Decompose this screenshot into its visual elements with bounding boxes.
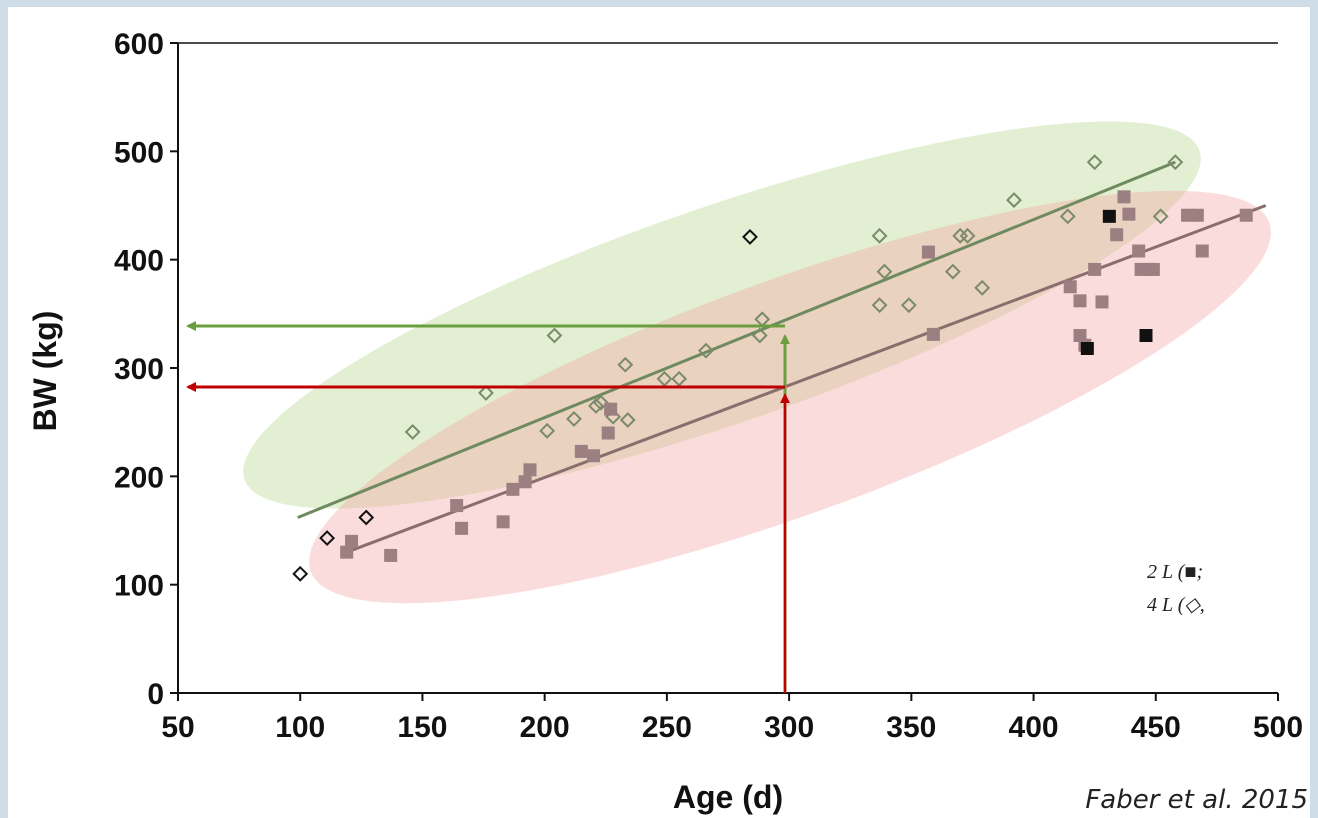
data-point-2l — [1080, 342, 1094, 355]
data-point-2l — [345, 534, 359, 548]
data-point-2l — [921, 245, 935, 259]
data-point-4l — [900, 297, 917, 314]
data-point-4l — [742, 229, 758, 245]
x-tick-label: 300 — [764, 711, 814, 744]
y-tick-label: 500 — [114, 136, 164, 169]
x-tick-label: 450 — [1131, 711, 1181, 744]
data-point-2l — [1139, 329, 1153, 342]
legend: 2 L (■; 4 L (◇, — [1147, 561, 1205, 616]
data-point-4l — [671, 370, 688, 387]
data-point-2l — [574, 444, 588, 458]
data-point-2l — [926, 327, 940, 341]
data-point-4l — [698, 342, 714, 359]
fit-line-4l — [297, 160, 1176, 519]
data-point-2l — [340, 545, 354, 559]
data-point-4l — [617, 356, 634, 373]
y-axis-title: BW (kg) — [27, 311, 63, 432]
data-point-2l — [1239, 208, 1253, 222]
data-point-2l — [1095, 295, 1109, 309]
data-point-4l — [1152, 208, 1169, 225]
x-tick-label: 200 — [520, 711, 570, 744]
data-point-2l — [384, 548, 398, 562]
legend-item-4l: 4 L (◇, — [1147, 594, 1205, 616]
regression-lines — [297, 160, 1267, 554]
data-point-2l — [1146, 262, 1160, 276]
data-point-4l — [319, 530, 336, 546]
data-point-4l — [292, 565, 309, 582]
data-point-4l — [959, 227, 976, 244]
data-point-2l — [587, 449, 601, 463]
data-point-4l — [974, 279, 991, 296]
legend-item-2l: 2 L (■; — [1147, 561, 1203, 583]
x-tick-label: 400 — [1009, 711, 1059, 744]
data-point-2l — [1132, 244, 1146, 258]
data-point-2l — [1073, 294, 1087, 308]
data-point-2l — [1181, 208, 1195, 222]
data-point-2l — [1190, 208, 1204, 222]
x-tick-label: 250 — [642, 711, 692, 744]
data-point-2l — [1122, 207, 1136, 221]
data-point-2l — [455, 521, 469, 535]
data-point-4l — [1167, 154, 1184, 171]
y-tick-label: 100 — [114, 570, 164, 603]
data-point-2l — [523, 463, 537, 477]
data-point-2l — [506, 482, 520, 496]
data-point-2l — [601, 426, 615, 440]
y-tick-label: 600 — [114, 28, 164, 61]
x-tick-label: 500 — [1253, 711, 1303, 744]
data-point-4l — [871, 297, 888, 314]
data-point-4l — [478, 385, 494, 401]
figure-panel — [8, 7, 1310, 818]
data-point-4l — [1006, 192, 1022, 208]
data-point-4l — [592, 394, 609, 411]
data-points — [292, 154, 1253, 582]
data-point-4l — [619, 412, 636, 428]
data-point-2l — [1195, 244, 1209, 258]
data-point-2l — [518, 475, 532, 489]
data-point-2l — [604, 402, 618, 416]
data-point-4l — [1086, 154, 1103, 171]
data-point-4l — [358, 509, 375, 526]
highlight-ellipses — [243, 121, 1271, 604]
x-tick-label: 50 — [161, 711, 194, 744]
x-tick-label: 350 — [886, 711, 936, 744]
data-point-4l — [546, 327, 563, 344]
data-point-2l — [1063, 280, 1077, 294]
data-point-2l — [1102, 209, 1116, 223]
data-point-4l — [539, 422, 556, 439]
data-point-2l — [496, 515, 510, 529]
x-tick-label: 100 — [275, 711, 325, 744]
fit-line-2l — [346, 204, 1267, 554]
y-tick-label: 300 — [114, 353, 164, 386]
data-point-4l — [404, 424, 421, 440]
data-point-4l — [944, 263, 961, 280]
data-point-4l — [588, 398, 604, 414]
y-tick-label: 200 — [114, 461, 164, 494]
data-point-2l — [1117, 190, 1131, 204]
reading-arrows — [186, 321, 790, 693]
x-tick-label: 150 — [397, 711, 447, 744]
data-point-4l — [876, 263, 893, 280]
data-point-4l — [566, 411, 582, 427]
y-axis-ticks: 0 100 200 300 400 500 600 — [114, 28, 178, 711]
data-point-2l — [450, 499, 464, 513]
data-point-4l — [751, 327, 768, 344]
data-point-2l — [1110, 228, 1124, 242]
data-point-4l — [871, 227, 888, 244]
x-axis-ticks: 50 100 150 200 250 300 350 400 450 500 — [161, 693, 1303, 744]
data-point-2l — [1088, 262, 1102, 276]
data-point-4l — [1059, 208, 1076, 225]
y-tick-label: 0 — [147, 678, 164, 711]
y-tick-label: 400 — [114, 245, 164, 278]
data-point-4l — [656, 370, 673, 387]
x-axis-title: Age (d) — [673, 779, 783, 815]
ellipse-4l-group — [243, 121, 1201, 509]
citation-text: Faber et al. 2015 — [1085, 785, 1308, 815]
